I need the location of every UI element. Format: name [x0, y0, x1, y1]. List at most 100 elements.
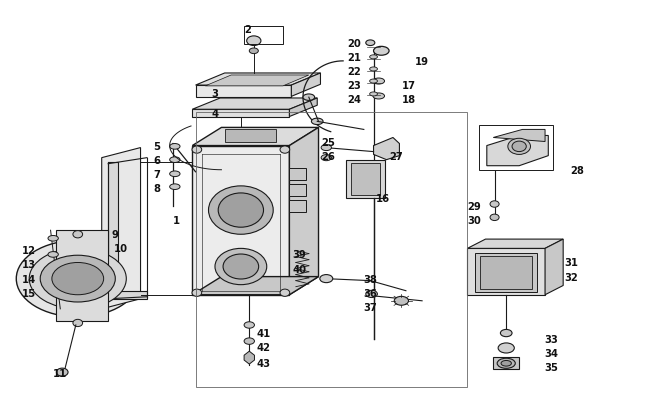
Ellipse shape [370, 55, 378, 60]
Ellipse shape [170, 184, 180, 190]
Ellipse shape [244, 338, 254, 345]
Text: 26: 26 [321, 151, 335, 161]
Polygon shape [289, 168, 306, 180]
Text: 24: 24 [347, 95, 361, 105]
Ellipse shape [209, 186, 273, 234]
Text: 1: 1 [173, 215, 179, 226]
Ellipse shape [170, 172, 180, 177]
Ellipse shape [170, 144, 180, 150]
Text: 11: 11 [53, 369, 67, 378]
Bar [225, 130, 276, 142]
Ellipse shape [223, 254, 259, 279]
Polygon shape [289, 128, 318, 295]
Text: 3: 3 [211, 89, 218, 99]
Text: 36: 36 [363, 288, 377, 298]
Ellipse shape [48, 236, 58, 241]
Circle shape [16, 241, 139, 317]
Text: 8: 8 [153, 183, 160, 194]
Polygon shape [493, 130, 545, 142]
Ellipse shape [170, 158, 180, 163]
Ellipse shape [218, 194, 263, 228]
Text: 19: 19 [415, 57, 429, 67]
Text: 21: 21 [347, 53, 361, 63]
Text: 4: 4 [211, 109, 218, 119]
Bar [196, 113, 467, 387]
Ellipse shape [497, 358, 515, 369]
Polygon shape [108, 162, 147, 299]
Bar [244, 27, 283, 45]
Ellipse shape [508, 139, 530, 155]
Text: 28: 28 [571, 165, 584, 175]
Text: 42: 42 [257, 342, 270, 352]
Text: 40: 40 [292, 264, 306, 274]
Text: 10: 10 [114, 244, 128, 254]
Ellipse shape [73, 231, 83, 238]
Ellipse shape [512, 142, 527, 152]
Ellipse shape [311, 119, 323, 125]
Text: 17: 17 [402, 81, 416, 91]
Bar [479, 126, 553, 171]
Ellipse shape [498, 343, 514, 353]
Polygon shape [374, 138, 400, 160]
Text: 20: 20 [347, 38, 361, 49]
Ellipse shape [321, 155, 332, 161]
Text: 33: 33 [545, 334, 558, 344]
Text: 16: 16 [376, 194, 390, 203]
Polygon shape [493, 357, 519, 369]
Polygon shape [192, 146, 289, 295]
Polygon shape [192, 110, 289, 117]
Ellipse shape [280, 290, 290, 296]
Polygon shape [196, 74, 320, 86]
Text: 13: 13 [21, 260, 36, 270]
Ellipse shape [366, 291, 378, 298]
Bar [346, 160, 385, 198]
Ellipse shape [215, 249, 266, 285]
Text: 9: 9 [111, 230, 118, 240]
Ellipse shape [57, 368, 68, 376]
Polygon shape [289, 200, 306, 213]
Text: 5: 5 [153, 141, 160, 151]
Text: 7: 7 [153, 169, 160, 179]
Polygon shape [291, 74, 320, 97]
Ellipse shape [280, 147, 290, 154]
Polygon shape [289, 99, 317, 117]
Ellipse shape [48, 252, 58, 258]
Text: 35: 35 [545, 362, 558, 373]
Polygon shape [101, 148, 140, 309]
Ellipse shape [249, 49, 258, 55]
Ellipse shape [374, 47, 389, 56]
Ellipse shape [320, 275, 333, 283]
Ellipse shape [244, 322, 254, 328]
Ellipse shape [373, 94, 385, 100]
Polygon shape [196, 86, 291, 98]
Polygon shape [57, 231, 108, 321]
Ellipse shape [370, 93, 378, 97]
Ellipse shape [192, 290, 202, 296]
Text: 32: 32 [564, 272, 578, 282]
Ellipse shape [501, 360, 512, 366]
Polygon shape [467, 239, 563, 249]
Text: 25: 25 [321, 137, 335, 147]
Text: 12: 12 [21, 246, 36, 256]
Text: 41: 41 [256, 328, 270, 338]
Ellipse shape [395, 296, 408, 305]
Text: 31: 31 [564, 258, 578, 268]
Bar [475, 254, 537, 292]
Text: 37: 37 [363, 302, 377, 312]
Ellipse shape [373, 79, 385, 85]
Ellipse shape [303, 95, 315, 101]
Polygon shape [244, 351, 254, 364]
Ellipse shape [321, 145, 332, 151]
Text: 43: 43 [257, 358, 270, 369]
Text: 18: 18 [402, 95, 416, 105]
Polygon shape [289, 184, 306, 196]
Polygon shape [467, 249, 545, 295]
Polygon shape [192, 128, 318, 146]
Polygon shape [192, 277, 318, 295]
Text: 6: 6 [153, 155, 160, 165]
Bar [480, 257, 532, 289]
Ellipse shape [490, 201, 499, 208]
Text: 15: 15 [21, 288, 36, 298]
Text: 29: 29 [467, 202, 481, 211]
Polygon shape [545, 239, 563, 295]
